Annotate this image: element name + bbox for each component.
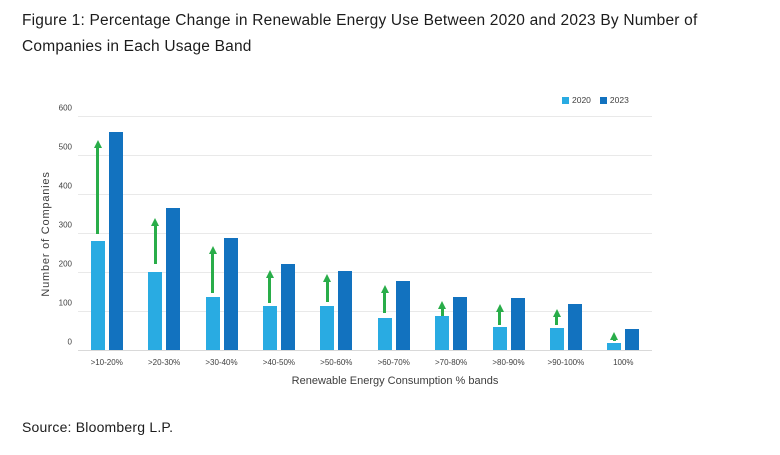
plot-area: 0 100 200 300 400 500 600 >10-20% >20-30% >30-40%…: [59, 103, 652, 367]
bar-2023->90-100%: [567, 304, 582, 350]
bar-2020->40-50%: [262, 305, 277, 350]
gridline: [78, 155, 652, 156]
arrow-head-icon: [552, 308, 561, 317]
x-tick-label: >10-20%: [90, 358, 123, 367]
x-tick-label: >80-90%: [492, 358, 525, 367]
x-tick-label: >70-80%: [434, 358, 468, 367]
y-axis-title: Number of Companies: [40, 171, 52, 297]
arrow-stem: [440, 308, 444, 316]
arrow-stem: [612, 339, 616, 342]
bar-2020->50-60%: [320, 305, 335, 350]
growth-arrow-icon: [265, 269, 274, 304]
arrow-stem: [211, 254, 214, 293]
growth-arrow-icon: [552, 308, 561, 326]
bar-2020->20-30%: [148, 272, 163, 350]
bar-2020->30-40%: [205, 297, 220, 350]
bar-2023->30-40%: [223, 237, 238, 350]
arrow-head-icon: [380, 285, 389, 294]
bar-2023->80-90%: [510, 297, 525, 350]
arrow-head-icon: [323, 274, 332, 283]
legend-marker-2020-icon: [562, 96, 569, 104]
chart-legend: 2020 2023: [562, 95, 629, 105]
bar-2020-100%: [607, 343, 622, 350]
x-tick-label: >40-50%: [262, 358, 296, 367]
y-tick-label: 300: [58, 220, 72, 229]
gridline: [78, 116, 652, 117]
arrow-head-icon: [208, 246, 217, 255]
x-tick-label: >50-60%: [320, 358, 353, 367]
x-tick-label: >90-100%: [547, 358, 585, 367]
bar-2023->60-70%: [395, 280, 410, 350]
growth-arrow-icon: [323, 274, 332, 303]
gridline: [78, 233, 652, 234]
growth-arrow-icon: [495, 304, 504, 325]
arrow-stem: [498, 312, 501, 325]
arrow-head-icon: [93, 140, 102, 149]
bar-2023->40-50%: [280, 264, 295, 350]
growth-arrow-icon: [208, 246, 217, 293]
y-tick-label: 200: [58, 259, 72, 268]
legend-label-2020: 2020: [572, 95, 591, 105]
bar-2020->90-100%: [549, 328, 564, 350]
x-tick-label: >20-30%: [147, 358, 181, 367]
arrow-stem: [325, 282, 329, 303]
arrow-stem: [383, 293, 387, 314]
gridline: [78, 311, 652, 312]
arrow-stem: [555, 316, 559, 326]
bar-2023->50-60%: [338, 271, 353, 350]
bar-2023->20-30%: [166, 208, 181, 350]
bar-2023-100%: [625, 328, 640, 350]
x-tick-label: >30-40%: [205, 358, 238, 367]
arrow-head-icon: [610, 331, 619, 340]
legend-label-2023: 2023: [609, 95, 629, 105]
source-attribution: Source: Bloomberg L.P.: [22, 419, 174, 435]
y-tick-label: 400: [58, 181, 72, 190]
y-tick-label: 100: [58, 298, 72, 307]
bar-2020->80-90%: [492, 327, 507, 350]
arrow-head-icon: [438, 300, 447, 309]
growth-arrow-icon: [93, 140, 102, 234]
bar-2020->70-80%: [435, 316, 450, 350]
legend-marker-2023-icon: [599, 96, 607, 104]
growth-arrow-icon: [438, 300, 447, 316]
bar-2023->10-20%: [108, 132, 123, 350]
gridline: [78, 194, 652, 195]
legend-item-2023: 2023: [599, 95, 629, 105]
x-tick-label: 100%: [613, 358, 634, 367]
arrow-head-icon: [495, 304, 504, 313]
arrow-stem: [96, 148, 100, 234]
y-tick-label: 500: [58, 142, 72, 151]
bar-2020->10-20%: [90, 240, 105, 350]
arrow-head-icon: [265, 269, 274, 278]
legend-item-2020: 2020: [562, 95, 591, 105]
arrow-stem: [268, 277, 272, 304]
bar-2020->60-70%: [377, 318, 392, 350]
arrow-stem: [153, 226, 157, 265]
gridline: [78, 272, 652, 273]
y-tick-label: 600: [58, 103, 72, 112]
figure-title: Figure 1: Percentage Change in Renewable…: [22, 12, 698, 55]
x-tick-label: >60-70%: [377, 358, 410, 367]
y-tick-label: 0: [67, 337, 72, 346]
growth-arrow-icon: [610, 331, 619, 342]
growth-arrow-icon: [380, 285, 389, 314]
bar-2023->70-80%: [453, 296, 468, 350]
growth-arrow-icon: [151, 218, 160, 265]
arrow-head-icon: [151, 218, 160, 227]
x-axis-line: [78, 350, 652, 351]
x-axis-title: Renewable Energy Consumption % bands: [291, 375, 499, 387]
